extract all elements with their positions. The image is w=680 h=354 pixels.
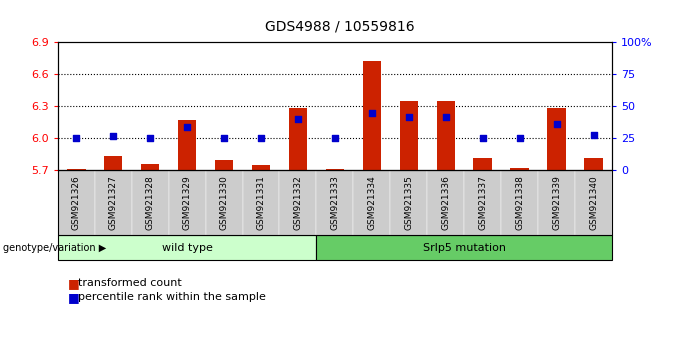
Point bbox=[182, 125, 192, 130]
Bar bbox=[215, 160, 233, 170]
Text: ■: ■ bbox=[68, 291, 80, 304]
Bar bbox=[67, 169, 86, 170]
Point bbox=[551, 121, 562, 127]
Point bbox=[514, 135, 525, 141]
Bar bbox=[473, 158, 492, 170]
Bar bbox=[178, 120, 197, 170]
Point bbox=[71, 135, 82, 141]
Bar bbox=[141, 164, 159, 170]
Point bbox=[219, 135, 230, 141]
Text: percentile rank within the sample: percentile rank within the sample bbox=[78, 292, 266, 302]
Point bbox=[441, 114, 452, 120]
Text: transformed count: transformed count bbox=[78, 278, 182, 288]
Point bbox=[256, 135, 267, 141]
Point bbox=[145, 135, 156, 141]
Text: Srlp5 mutation: Srlp5 mutation bbox=[423, 243, 506, 253]
Point bbox=[588, 132, 599, 138]
Bar bbox=[104, 156, 122, 170]
Point bbox=[292, 116, 303, 122]
Bar bbox=[547, 108, 566, 170]
Point bbox=[403, 114, 414, 120]
Text: wild type: wild type bbox=[162, 243, 213, 253]
Point bbox=[477, 135, 488, 141]
Bar bbox=[289, 108, 307, 170]
Point bbox=[330, 135, 341, 141]
Bar bbox=[437, 101, 455, 170]
Bar bbox=[326, 169, 344, 170]
Bar bbox=[362, 61, 381, 170]
Text: ■: ■ bbox=[68, 277, 80, 290]
Point bbox=[367, 110, 377, 115]
Bar bbox=[252, 165, 270, 170]
Text: genotype/variation ▶: genotype/variation ▶ bbox=[3, 243, 107, 253]
Bar bbox=[584, 158, 602, 170]
Bar bbox=[511, 168, 529, 170]
Bar bbox=[400, 101, 418, 170]
Point bbox=[107, 133, 119, 139]
Text: GDS4988 / 10559816: GDS4988 / 10559816 bbox=[265, 19, 415, 34]
